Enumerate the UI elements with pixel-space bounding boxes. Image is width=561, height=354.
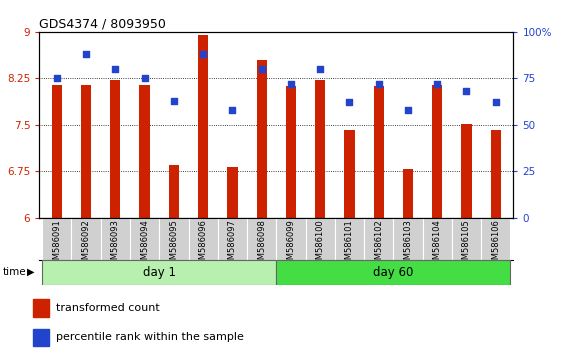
Bar [491,130,501,218]
Text: GSM586105: GSM586105 [462,219,471,270]
Text: day 60: day 60 [373,266,413,279]
Text: GSM586106: GSM586106 [491,219,500,270]
Point [111,66,120,72]
Bar [393,218,422,260]
Point [140,75,149,81]
Bar [315,80,325,218]
Bar [452,218,481,260]
Text: transformed count: transformed count [57,303,160,313]
Text: GSM586095: GSM586095 [169,219,178,270]
Bar [422,218,452,260]
Text: GSM586103: GSM586103 [403,219,412,270]
Bar [286,86,296,218]
Point [287,81,296,87]
Bar [481,218,511,260]
Point [433,81,442,87]
Point [169,98,178,103]
Point [81,51,90,57]
Text: GSM586098: GSM586098 [257,219,266,270]
Point [52,75,61,81]
Bar [218,218,247,260]
Bar [130,218,159,260]
Bar [140,85,150,218]
Point [374,81,383,87]
Bar [374,86,384,218]
Point [257,66,266,72]
Text: GSM586096: GSM586096 [199,219,208,270]
Point [316,66,325,72]
Bar [306,218,335,260]
Text: GSM586093: GSM586093 [111,219,120,270]
Text: percentile rank within the sample: percentile rank within the sample [57,332,244,342]
Text: time: time [3,267,26,277]
Bar [247,218,276,260]
Point [491,100,500,105]
Text: GSM586104: GSM586104 [433,219,442,270]
Text: GSM586102: GSM586102 [374,219,383,270]
Bar [110,80,121,218]
Text: GSM586100: GSM586100 [316,219,325,270]
Bar [188,218,218,260]
Bar [403,170,413,218]
Point [199,51,208,57]
Bar [169,165,179,218]
Text: GSM586101: GSM586101 [345,219,354,270]
Bar [432,85,443,218]
Bar [101,218,130,260]
Text: GSM586092: GSM586092 [81,219,90,270]
Bar [364,218,393,260]
Text: GDS4374 / 8093950: GDS4374 / 8093950 [39,18,166,31]
Text: GSM586099: GSM586099 [287,219,296,270]
Bar [256,60,267,218]
Bar [277,260,511,285]
Bar [52,85,62,218]
Bar [42,260,276,285]
Text: day 1: day 1 [142,266,176,279]
Bar [227,167,237,218]
Text: GSM586097: GSM586097 [228,219,237,270]
Bar [81,85,91,218]
Bar [461,124,472,218]
Bar [33,299,49,317]
Point [403,107,412,113]
Point [345,100,354,105]
Bar [335,218,364,260]
Bar [198,35,208,218]
Point [462,88,471,94]
Bar [159,218,188,260]
Bar [71,218,101,260]
Bar [42,218,71,260]
Point [228,107,237,113]
Bar [33,329,49,346]
Bar [277,218,306,260]
Text: ▶: ▶ [27,267,34,277]
Text: GSM586094: GSM586094 [140,219,149,270]
Bar [344,130,355,218]
Text: GSM586091: GSM586091 [52,219,61,270]
